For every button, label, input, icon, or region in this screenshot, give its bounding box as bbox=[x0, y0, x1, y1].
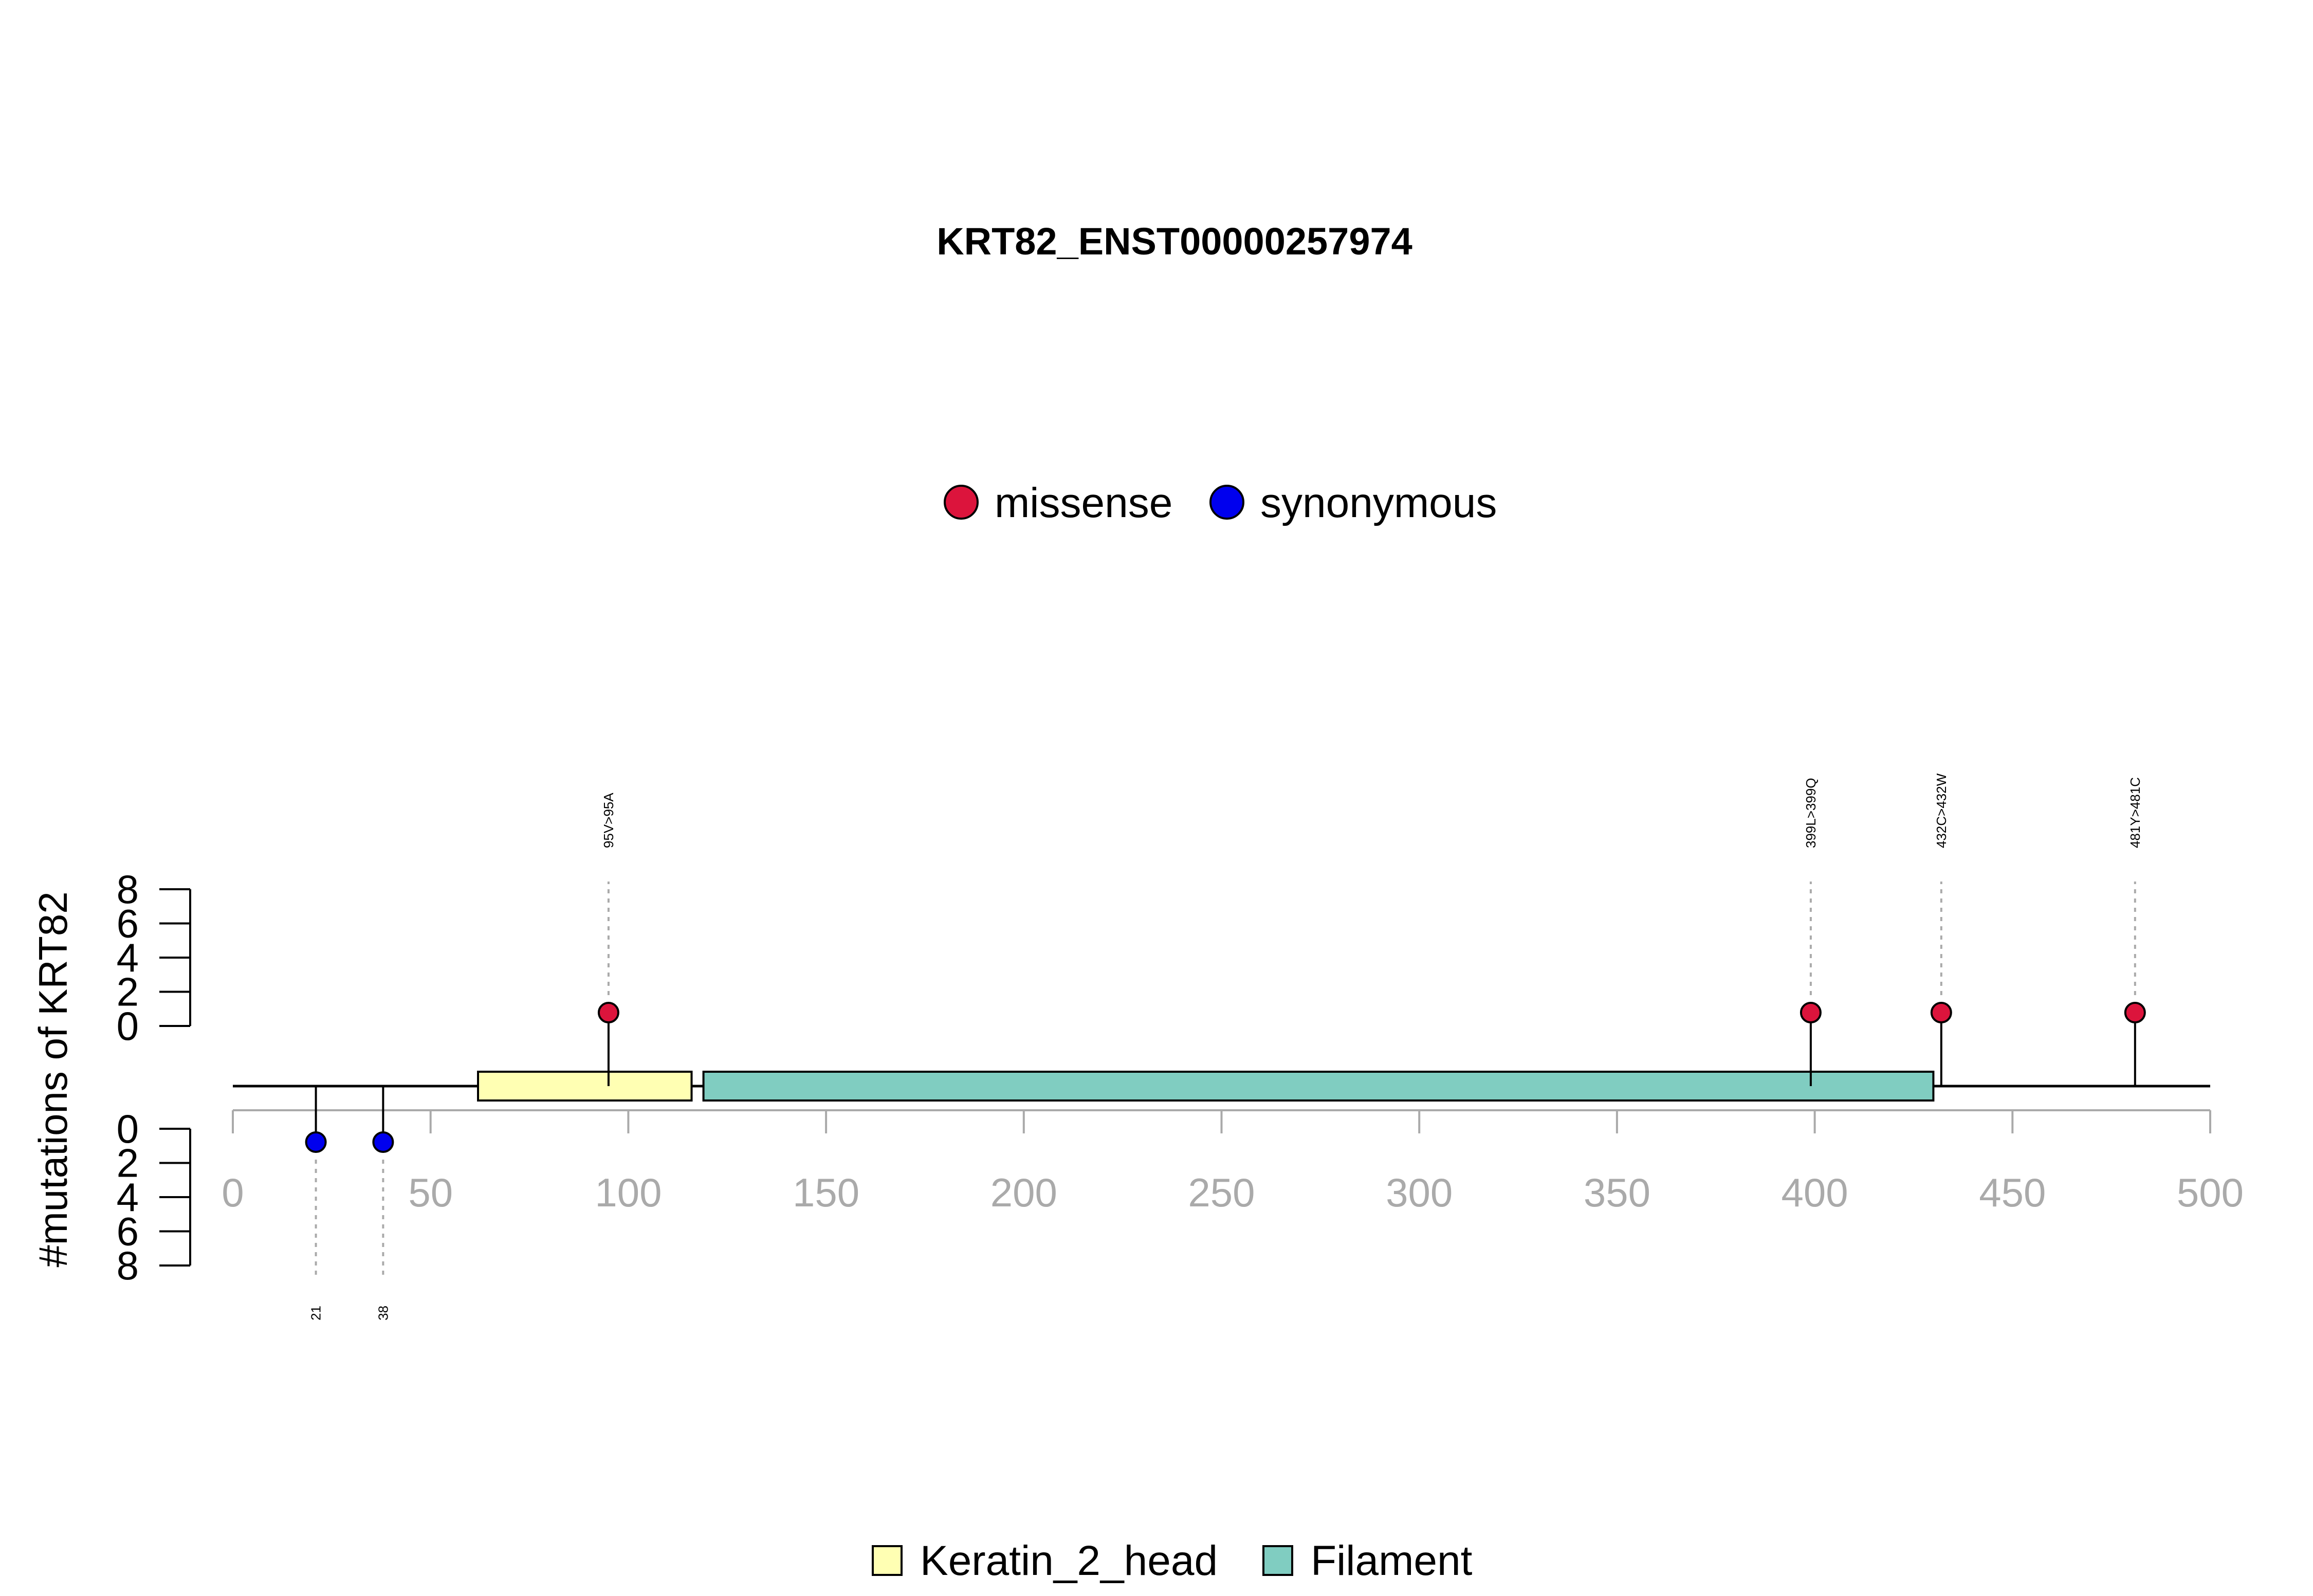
mutation-label: 432C>432W bbox=[1934, 773, 1949, 848]
mutation-label: 399L>399Q bbox=[1803, 778, 1819, 848]
x-tick-label: 300 bbox=[1386, 1170, 1453, 1215]
lollipop-head-missense bbox=[1930, 1002, 1952, 1023]
mutation-label: 95V>95A bbox=[601, 793, 616, 848]
x-tick-label: 0 bbox=[222, 1170, 244, 1215]
x-tick-label: 400 bbox=[1782, 1170, 1848, 1215]
y-tick-label-upper: 6 bbox=[117, 901, 139, 946]
y-tick-label-upper: 0 bbox=[117, 1003, 139, 1049]
mutation-lollipops: 95V>95A 399L>399Q 432C>432W 481Y>481C 21 38 bbox=[305, 773, 2146, 1320]
domain-Filament bbox=[702, 1071, 1935, 1102]
x-tick-label: 150 bbox=[793, 1170, 859, 1215]
legend-box-Filament bbox=[1262, 1545, 1293, 1576]
y-tick-label-upper: 8 bbox=[117, 867, 139, 912]
domain-legend: Keratin_2_head Filament bbox=[872, 1537, 1473, 1584]
y-tick-label-lower: 6 bbox=[117, 1209, 139, 1254]
chart-title: KRT82_ENST00000257974 bbox=[937, 220, 1412, 263]
legend-label-Filament: Filament bbox=[1311, 1537, 1473, 1584]
mutation-label-lower: 38 bbox=[375, 1306, 391, 1320]
legend-label-synonymous: synonymous bbox=[1260, 480, 1497, 526]
x-tick-label: 350 bbox=[1584, 1170, 1650, 1215]
legend-label-Keratin_2_head: Keratin_2_head bbox=[920, 1537, 1218, 1584]
lollipop-head-synonymous bbox=[305, 1131, 327, 1153]
x-tick-label: 200 bbox=[990, 1170, 1057, 1215]
legend-label-missense: missense bbox=[995, 480, 1172, 526]
legend-box-Keratin_2_head bbox=[872, 1545, 903, 1576]
y-axis-label: #mutations of KRT82 bbox=[30, 891, 76, 1267]
y-tick-label-upper: 4 bbox=[117, 935, 139, 980]
mutation-label-lower: 21 bbox=[308, 1306, 324, 1320]
x-tick-label: 250 bbox=[1188, 1170, 1255, 1215]
mutation-label: 481Y>481C bbox=[2127, 777, 2143, 848]
protein-domains bbox=[477, 1071, 1935, 1102]
lollipop-head-missense bbox=[1800, 1002, 1822, 1023]
y-tick-label-lower: 8 bbox=[117, 1243, 139, 1288]
x-tick-label: 50 bbox=[408, 1170, 453, 1215]
y-tick-label-lower: 4 bbox=[117, 1175, 139, 1220]
mutation-legend: missense synonymous bbox=[944, 480, 1497, 526]
x-tick-label: 450 bbox=[1979, 1170, 2046, 1215]
y-tick-label-lower: 0 bbox=[117, 1106, 139, 1151]
domain-Keratin_2_head bbox=[477, 1071, 693, 1102]
y-tick-label-upper: 2 bbox=[117, 969, 139, 1015]
lollipop-head-missense bbox=[2124, 1002, 2146, 1023]
lollipop-head-synonymous bbox=[372, 1131, 394, 1153]
legend-marker-missense bbox=[944, 485, 979, 520]
legend-marker-synonymous bbox=[1209, 485, 1244, 520]
x-axis: 0 50 100 150 200 250 300 350 400 450 500 bbox=[222, 1109, 2244, 1215]
y-tick-label-lower: 2 bbox=[117, 1141, 139, 1186]
lollipop-head-missense bbox=[597, 1002, 619, 1023]
x-tick-label: 500 bbox=[2177, 1170, 2244, 1215]
x-tick-label: 100 bbox=[595, 1170, 662, 1215]
